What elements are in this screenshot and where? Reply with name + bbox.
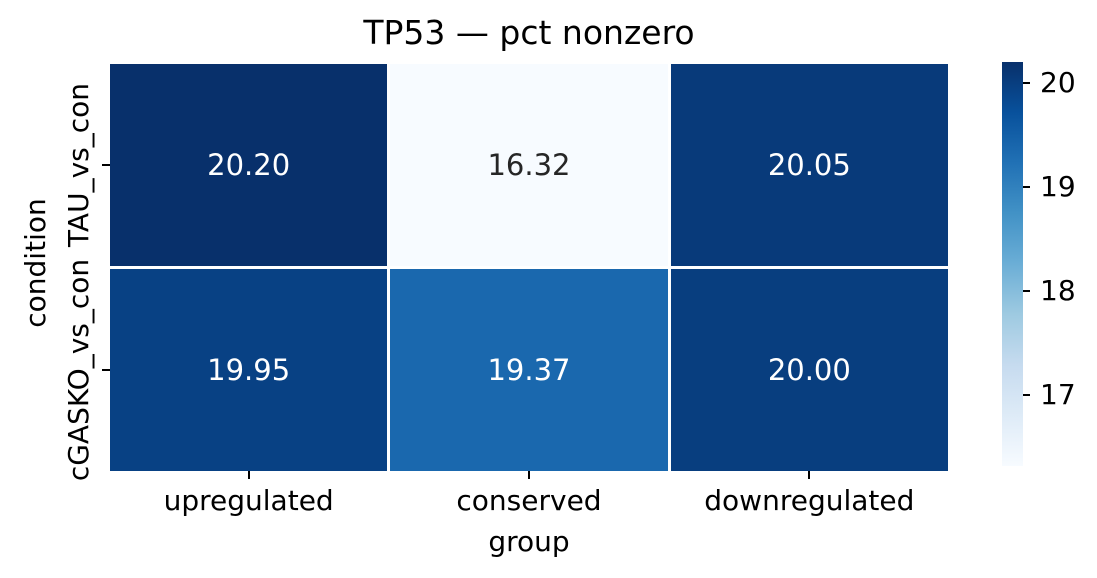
x-tick-mark bbox=[247, 471, 250, 479]
colorbar-tick-mark bbox=[1023, 290, 1030, 293]
colorbar-tick-mark bbox=[1023, 185, 1030, 188]
y-tick-label-cGASKO_vs_con: cGASKO_vs_con bbox=[62, 258, 95, 482]
colorbar-tick-mark bbox=[1023, 81, 1030, 84]
x-tick-label-downregulated: downregulated bbox=[704, 484, 915, 517]
y-tick-mark bbox=[102, 164, 110, 166]
chart-title: TP53 — pct nonzero bbox=[363, 13, 695, 52]
x-tick-mark bbox=[528, 471, 530, 479]
colorbar-tick-label: 20 bbox=[1040, 65, 1076, 99]
x-tick-label-conserved: conserved bbox=[456, 484, 602, 517]
colorbar-tick-label: 17 bbox=[1040, 378, 1076, 412]
heatmap-cell: 20.20 bbox=[110, 64, 388, 266]
colorbar-tick-label: 18 bbox=[1040, 274, 1076, 308]
y-axis-label: condition bbox=[19, 198, 52, 328]
colorbar bbox=[1002, 62, 1023, 466]
x-tick-label-upregulated: upregulated bbox=[163, 484, 334, 517]
heatmap-grid: 20.20 16.32 20.05 19.95 19.37 20.00 bbox=[110, 64, 948, 471]
y-tick-mark bbox=[102, 369, 110, 371]
heatmap-cell: 19.37 bbox=[390, 269, 668, 471]
heatmap-cell: 16.32 bbox=[390, 64, 668, 266]
x-tick-mark bbox=[808, 471, 811, 479]
heatmap-cell: 20.00 bbox=[670, 269, 948, 471]
x-axis-label: group bbox=[488, 525, 570, 558]
colorbar-tick-label: 19 bbox=[1040, 169, 1076, 203]
colorbar-tick-mark bbox=[1023, 394, 1030, 397]
heatmap-cell: 20.05 bbox=[670, 64, 948, 266]
heatmap-cell: 19.95 bbox=[110, 269, 388, 471]
y-tick-label-TAU_vs_con: TAU_vs_con bbox=[62, 82, 95, 248]
